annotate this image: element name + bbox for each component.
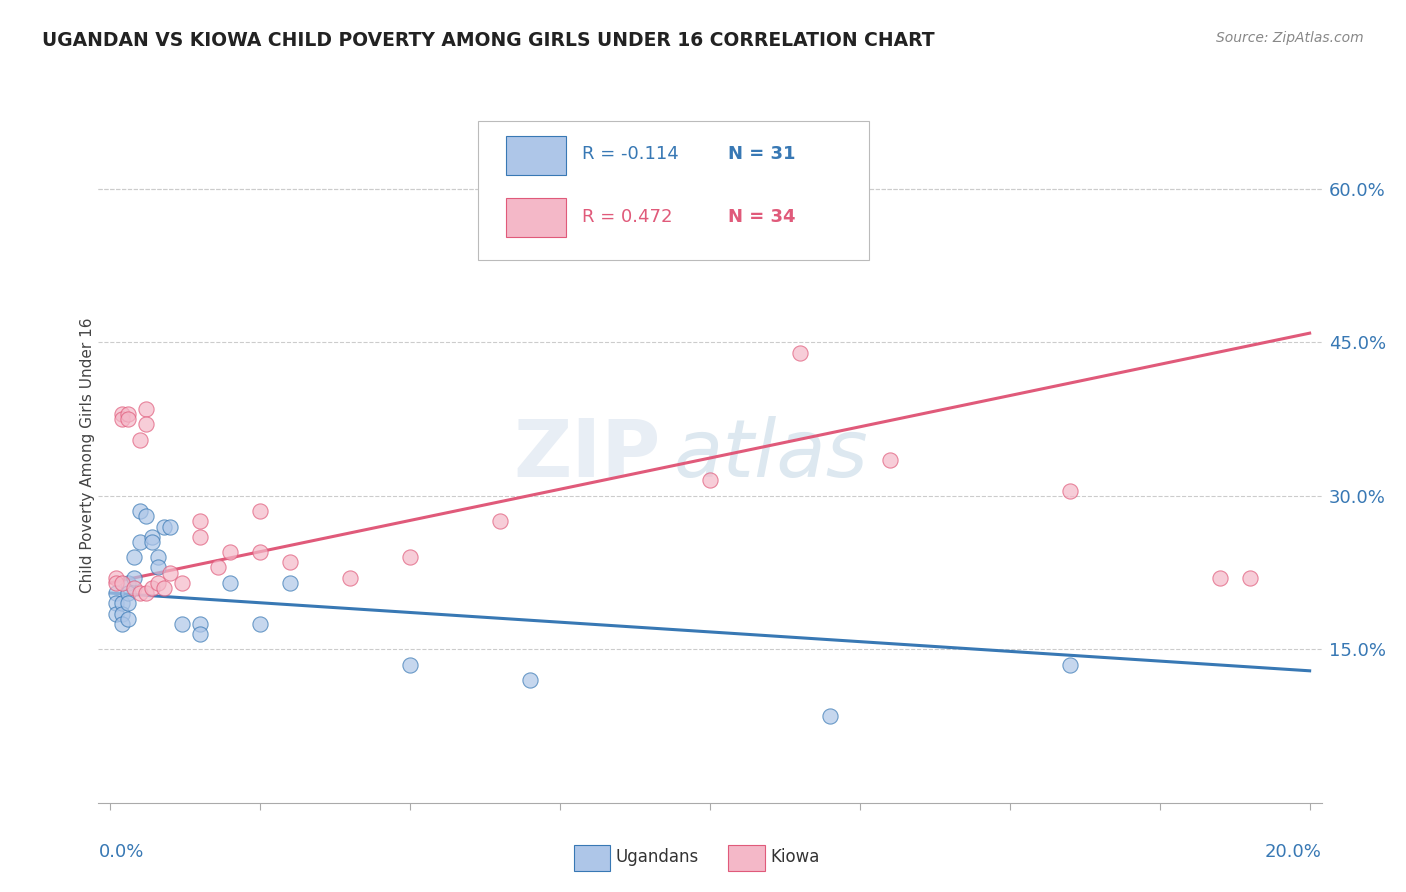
Point: [117, 407, 139, 421]
Text: N = 34: N = 34: [728, 208, 796, 226]
Text: N = 31: N = 31: [728, 145, 796, 163]
Point: [135, 401, 157, 416]
Point: [135, 417, 157, 432]
Point: [1208, 571, 1230, 585]
Point: [141, 530, 163, 544]
Point: [172, 575, 194, 590]
Point: [249, 545, 271, 559]
Text: 0.0%: 0.0%: [98, 843, 143, 861]
Point: [111, 616, 134, 631]
Point: [399, 550, 422, 565]
Point: [399, 657, 422, 672]
Point: [148, 550, 170, 565]
Point: [105, 575, 128, 590]
Point: [135, 509, 157, 524]
Point: [153, 519, 176, 533]
Point: [159, 566, 181, 580]
FancyBboxPatch shape: [506, 198, 565, 237]
Text: Kiowa: Kiowa: [770, 848, 820, 866]
Point: [105, 586, 128, 600]
Text: R = -0.114: R = -0.114: [582, 145, 678, 163]
Point: [105, 571, 128, 585]
Text: R = 0.472: R = 0.472: [582, 208, 672, 226]
Point: [129, 433, 152, 447]
Point: [339, 571, 361, 585]
Point: [141, 535, 163, 549]
Point: [129, 535, 152, 549]
Y-axis label: Child Poverty Among Girls Under 16: Child Poverty Among Girls Under 16: [80, 318, 94, 592]
Point: [818, 708, 841, 723]
Point: [188, 616, 211, 631]
Point: [278, 575, 301, 590]
Point: [159, 519, 181, 533]
Text: ZIP: ZIP: [513, 416, 661, 494]
Point: [124, 550, 146, 565]
Point: [489, 515, 512, 529]
Point: [249, 616, 271, 631]
Point: [148, 575, 170, 590]
Point: [105, 607, 128, 621]
Text: 20.0%: 20.0%: [1265, 843, 1322, 861]
Point: [105, 596, 128, 610]
FancyBboxPatch shape: [506, 136, 565, 175]
Point: [278, 555, 301, 569]
Point: [117, 596, 139, 610]
Point: [188, 530, 211, 544]
Point: [117, 586, 139, 600]
Point: [129, 586, 152, 600]
Point: [111, 407, 134, 421]
Point: [1059, 657, 1081, 672]
Point: [148, 560, 170, 574]
Point: [124, 571, 146, 585]
Point: [207, 560, 229, 574]
Point: [111, 596, 134, 610]
Point: [879, 453, 901, 467]
Text: Ugandans: Ugandans: [616, 848, 699, 866]
Point: [172, 616, 194, 631]
Point: [141, 581, 163, 595]
Point: [111, 575, 134, 590]
FancyBboxPatch shape: [478, 121, 869, 260]
Point: [699, 474, 721, 488]
Point: [188, 627, 211, 641]
Point: [219, 545, 242, 559]
Point: [219, 575, 242, 590]
Point: [117, 412, 139, 426]
Point: [519, 673, 541, 687]
Point: [1059, 483, 1081, 498]
Point: [153, 581, 176, 595]
Point: [135, 586, 157, 600]
Point: [249, 504, 271, 518]
Point: [129, 504, 152, 518]
Point: [117, 575, 139, 590]
Text: Source: ZipAtlas.com: Source: ZipAtlas.com: [1216, 31, 1364, 45]
Text: UGANDAN VS KIOWA CHILD POVERTY AMONG GIRLS UNDER 16 CORRELATION CHART: UGANDAN VS KIOWA CHILD POVERTY AMONG GIR…: [42, 31, 935, 50]
Point: [117, 612, 139, 626]
Point: [111, 607, 134, 621]
Point: [188, 515, 211, 529]
Point: [789, 345, 811, 359]
Point: [124, 581, 146, 595]
Point: [111, 412, 134, 426]
Text: atlas: atlas: [673, 416, 868, 494]
Point: [1239, 571, 1261, 585]
